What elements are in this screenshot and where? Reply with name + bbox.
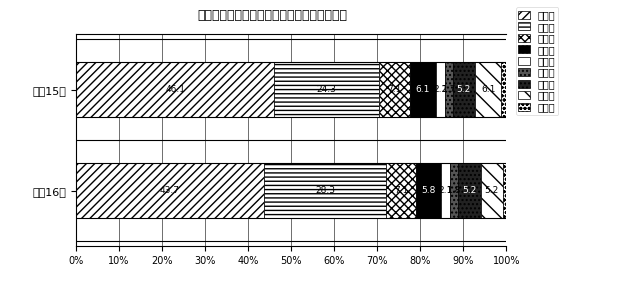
Text: 7.1: 7.1 [394,186,408,195]
Text: 24.3: 24.3 [316,85,337,94]
Bar [441,163,451,218]
Text: 1.7: 1.7 [442,85,456,94]
Text: 6.1: 6.1 [481,85,495,94]
Bar [264,163,386,218]
Text: 28.3: 28.3 [315,186,335,195]
Text: 2.1: 2.1 [439,186,453,195]
Text: 43.7: 43.7 [160,186,180,195]
Bar [445,62,453,118]
Bar [417,163,441,218]
Bar [76,62,274,118]
Bar [480,163,503,218]
Bar [436,62,445,118]
Text: 6.1: 6.1 [415,85,430,94]
Bar [274,62,379,118]
Bar [475,62,501,118]
Text: 5.8: 5.8 [422,186,436,195]
Text: 2.2: 2.2 [434,85,448,94]
Bar [379,62,410,118]
Bar [410,62,436,118]
Text: 1.8: 1.8 [447,186,461,195]
Text: 5.2: 5.2 [456,85,471,94]
Bar [386,163,417,218]
Bar [501,62,507,118]
Text: 5.2: 5.2 [485,186,499,195]
Bar [458,163,480,218]
Text: 46.1: 46.1 [165,85,185,94]
Legend: 鳥取市, 米子市, 倉吉市, 境港市, 岩美郡, 八頭郡, 東伯郡, 西伯郡, 日野郡: 鳥取市, 米子市, 倉吉市, 境港市, 岩美郡, 八頭郡, 東伯郡, 西伯郡, … [515,7,558,115]
Bar [451,163,458,218]
Bar [453,62,475,118]
Bar [76,163,264,218]
Text: 7.1: 7.1 [387,85,401,94]
Text: 図８　市郡別製造品出荷額等の構成比の推移: 図８ 市郡別製造品出荷額等の構成比の推移 [197,9,347,21]
Text: 5.2: 5.2 [462,186,477,195]
Bar [503,163,508,218]
